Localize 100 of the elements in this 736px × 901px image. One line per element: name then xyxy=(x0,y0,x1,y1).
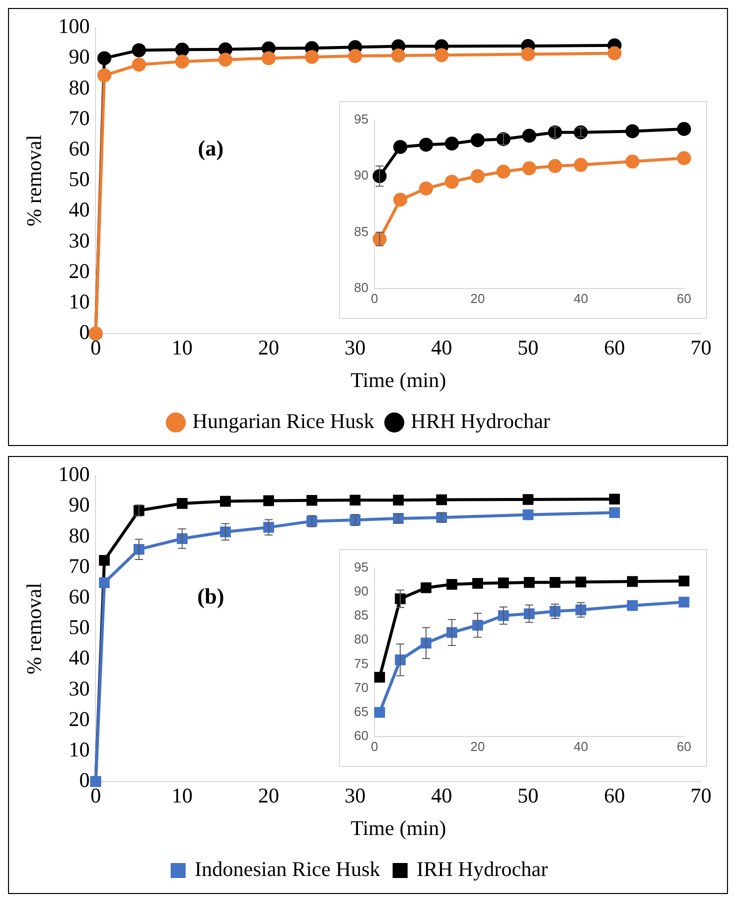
point xyxy=(263,495,274,506)
x-axis-title: Time (min) xyxy=(350,816,446,840)
x-tick-label: 10 xyxy=(172,336,193,360)
point xyxy=(97,68,112,82)
point xyxy=(97,51,112,66)
point xyxy=(218,52,232,67)
point xyxy=(522,509,534,520)
point xyxy=(176,498,188,509)
point xyxy=(677,122,691,136)
point xyxy=(522,161,536,176)
y-tick-label: 100 xyxy=(58,14,90,38)
x-tick-label: 0 xyxy=(370,290,378,306)
point xyxy=(98,577,110,588)
y-tick-label: 50 xyxy=(68,615,90,640)
y-axis-title: % removal xyxy=(22,134,46,226)
point xyxy=(218,42,232,56)
x-tick-label: 40 xyxy=(574,290,588,306)
y-tick-label: 90 xyxy=(354,168,368,183)
x-tick-label: 60 xyxy=(676,738,692,754)
point xyxy=(548,159,562,174)
point xyxy=(350,494,361,506)
y-tick-label: 40 xyxy=(68,646,90,670)
point xyxy=(392,494,404,506)
y-tick-label: 80 xyxy=(354,280,368,295)
point xyxy=(470,133,485,148)
point xyxy=(262,51,276,66)
point xyxy=(524,577,535,588)
point xyxy=(393,192,408,207)
y-tick-label: 80 xyxy=(354,632,368,647)
legend-label: HRH Hydrochar xyxy=(410,409,550,434)
point xyxy=(575,576,586,588)
point xyxy=(306,494,318,506)
point xyxy=(496,132,510,146)
point xyxy=(348,49,362,64)
x-tick-label: 50 xyxy=(518,784,539,808)
point xyxy=(393,140,408,154)
x-tick-label: 70 xyxy=(690,336,712,360)
y-tick-label: 90 xyxy=(68,44,90,69)
point xyxy=(522,494,534,505)
point xyxy=(175,42,190,57)
point xyxy=(522,128,536,143)
y-tick-label: 70 xyxy=(68,106,90,130)
y-tick-label: 20 xyxy=(68,706,90,731)
point xyxy=(608,46,622,60)
annotation: (b) xyxy=(197,584,224,609)
point xyxy=(436,494,447,506)
y-tick-label: 90 xyxy=(354,584,368,599)
point xyxy=(498,578,509,588)
point xyxy=(472,578,484,589)
point xyxy=(574,125,588,140)
point xyxy=(304,50,319,64)
y-tick-label: 70 xyxy=(354,680,368,695)
point xyxy=(372,232,387,246)
x-axis-title: Time (min) xyxy=(350,368,446,392)
point xyxy=(391,48,406,62)
y-tick-label: 80 xyxy=(68,75,90,100)
y-tick-label: 65 xyxy=(354,704,368,719)
point xyxy=(678,576,690,586)
x-tick-label: 60 xyxy=(604,784,626,808)
x-tick-label: 20 xyxy=(258,336,280,360)
x-tick-label: 40 xyxy=(431,336,452,360)
point xyxy=(98,554,110,566)
point xyxy=(625,154,640,169)
point xyxy=(609,507,620,518)
point xyxy=(175,54,190,69)
point xyxy=(550,577,560,588)
x-tick-label: 60 xyxy=(676,290,692,306)
y-axis-title: % removal xyxy=(22,582,46,674)
point xyxy=(496,164,510,179)
point xyxy=(677,151,691,166)
x-tick-label: 60 xyxy=(604,336,626,360)
y-tick-label: 30 xyxy=(68,228,90,252)
point xyxy=(627,600,638,611)
x-tick-label: 70 xyxy=(690,784,712,808)
point xyxy=(444,136,459,151)
point xyxy=(521,47,536,62)
y-tick-label: 70 xyxy=(68,554,90,578)
y-tick-label: 95 xyxy=(354,560,368,575)
point xyxy=(446,578,458,590)
y-tick-label: 40 xyxy=(68,198,90,222)
y-tick-label: 100 xyxy=(58,462,90,486)
y-tick-label: 60 xyxy=(354,728,368,743)
y-tick-label: 95 xyxy=(354,112,368,127)
y-tick-label: 50 xyxy=(68,167,90,192)
y-tick-label: 20 xyxy=(68,258,90,283)
point xyxy=(625,124,640,138)
x-tick-label: 0 xyxy=(370,738,378,754)
y-tick-label: 85 xyxy=(354,224,368,239)
point xyxy=(374,706,386,718)
y-tick-label: 0 xyxy=(79,320,90,344)
point xyxy=(419,181,434,196)
x-tick-label: 20 xyxy=(470,738,485,754)
legend-label: Hungarian Rice Husk xyxy=(192,409,375,434)
point xyxy=(609,494,620,505)
point xyxy=(574,158,588,172)
point xyxy=(444,174,459,189)
x-tick-label: 20 xyxy=(470,290,485,306)
point xyxy=(548,125,562,140)
point xyxy=(420,582,432,594)
y-tick-label: 85 xyxy=(354,608,368,623)
